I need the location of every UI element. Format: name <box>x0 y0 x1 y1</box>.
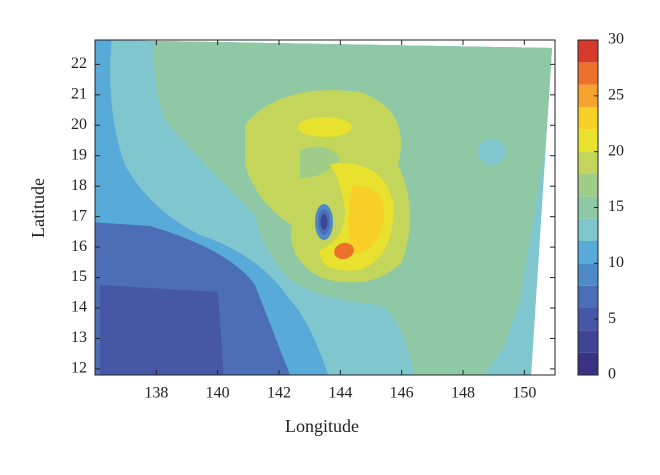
y-tick-label: 13 <box>71 329 87 346</box>
y-tick-label: 20 <box>71 116 87 133</box>
contour-region <box>334 242 354 260</box>
colorbar-tick-label: 15 <box>608 198 624 215</box>
contour-region <box>298 117 352 137</box>
y-tick-label: 12 <box>71 360 87 377</box>
colorbar-segment <box>578 196 598 219</box>
x-tick-label: 140 <box>206 385 230 402</box>
x-tick-label: 150 <box>512 385 536 402</box>
y-tick-label: 15 <box>71 268 87 285</box>
x-tick-label: 138 <box>144 385 168 402</box>
y-tick-label: 22 <box>71 55 87 72</box>
contour-region <box>295 202 309 222</box>
colorbar-tick-label: 10 <box>608 254 624 271</box>
x-tick-label: 146 <box>390 385 414 402</box>
contour-field <box>95 40 552 375</box>
colorbar-tick-label: 30 <box>608 31 624 48</box>
y-tick-label: 18 <box>71 177 87 194</box>
y-axis-label: Latitude <box>28 178 48 238</box>
y-tick-label: 14 <box>71 299 87 316</box>
x-tick-label: 144 <box>328 385 352 402</box>
colorbar-tick-label: 0 <box>608 366 616 383</box>
contour-region <box>100 285 224 375</box>
colorbar-tick-label: 20 <box>608 142 624 159</box>
contour-region <box>502 335 538 375</box>
colorbar-segment <box>578 151 598 174</box>
contour-region <box>348 185 385 254</box>
colorbar-segment <box>578 107 598 130</box>
colorbar-segment <box>578 285 598 308</box>
colorbar-segment <box>578 84 598 107</box>
x-tick-label: 148 <box>451 385 475 402</box>
plot-frame <box>94 39 556 376</box>
contour-region <box>320 214 328 230</box>
colorbar-tick-label: 5 <box>608 310 616 327</box>
colorbar-segment <box>578 308 598 331</box>
contour-region <box>300 146 340 179</box>
colorbar-segment <box>578 241 598 264</box>
colorbar-segment <box>578 218 598 241</box>
colorbar-tick-label: 25 <box>608 87 624 104</box>
colorbar-segment <box>578 129 598 152</box>
y-tick-label: 17 <box>71 207 87 224</box>
colorbar-segment <box>578 330 598 353</box>
x-tick-label: 142 <box>267 385 291 402</box>
contour-region <box>478 139 506 165</box>
y-tick-label: 19 <box>71 146 87 163</box>
y-tick-label: 21 <box>71 85 87 102</box>
colorbar-segment <box>578 352 598 375</box>
colorbar-segment <box>578 40 598 63</box>
colorbar-segment <box>578 62 598 85</box>
x-axis-label: Longitude <box>285 416 359 436</box>
colorbar-segment <box>578 263 598 286</box>
y-tick-label: 16 <box>71 238 87 255</box>
colorbar-segment <box>578 174 598 197</box>
